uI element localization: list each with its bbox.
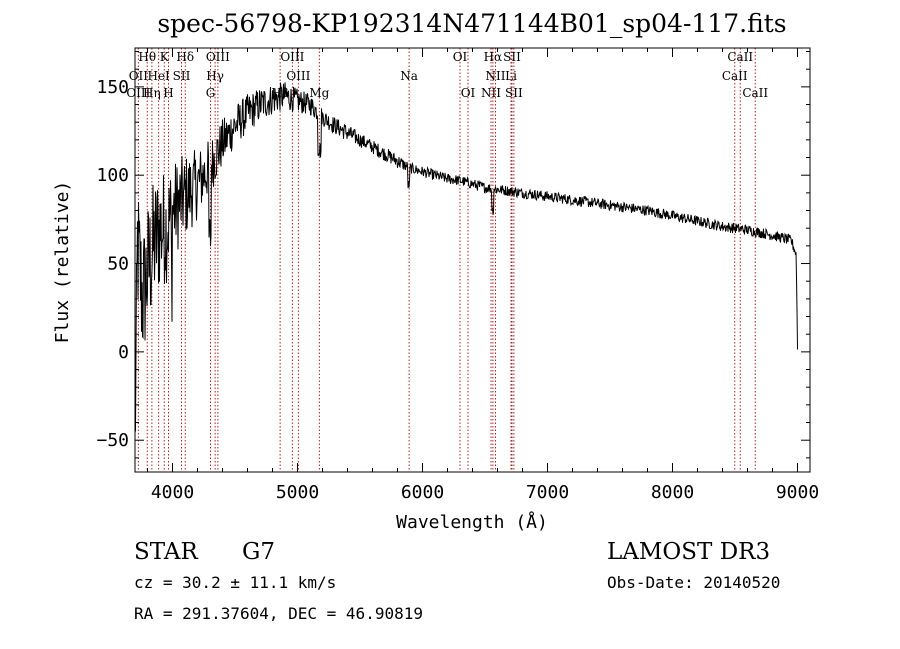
line-marker-label: OIII <box>126 86 150 100</box>
y-axis-label: Flux (relative) <box>52 181 73 344</box>
line-marker-label: SII <box>503 50 521 64</box>
line-marker-label: Hδ <box>176 50 194 64</box>
x-tick-label: 9000 <box>776 482 819 503</box>
y-tick-label: 100 <box>96 165 129 186</box>
x-tick-label: 5000 <box>276 482 319 503</box>
x-tick-label: 7000 <box>526 482 569 503</box>
line-marker-label: OII <box>129 69 149 83</box>
y-tick-label: 50 <box>107 254 129 275</box>
line-marker-label: CaII <box>727 50 753 64</box>
x-tick-label: 4000 <box>151 482 194 503</box>
y-tick-label: 150 <box>96 77 129 98</box>
object-class: STAR <box>134 539 198 565</box>
line-marker-label: K <box>160 50 170 64</box>
line-marker-label: Hγ <box>206 69 224 83</box>
line-marker-label: CaII <box>742 86 768 100</box>
line-marker-label: Na <box>400 69 418 83</box>
line-marker-label: SII <box>173 69 191 83</box>
line-marker-label: OIII <box>206 50 230 64</box>
plot-frame <box>134 47 811 473</box>
line-marker-label: Hθ <box>138 50 156 64</box>
x-axis-ticks: 4000 5000 6000 7000 8000 9000 <box>147 48 819 503</box>
survey-name: LAMOST DR3 <box>607 539 770 565</box>
x-tick-label: 8000 <box>651 482 694 503</box>
line-marker-label: G <box>206 86 216 100</box>
line-marker-label: NII <box>481 86 501 100</box>
chart-title: spec-56798-KP192314N471144B01_sp04-117.f… <box>157 9 786 38</box>
line-marker-label: OIII <box>286 69 310 83</box>
line-marker-label: Mg <box>309 86 329 100</box>
line-marker-label: OI <box>461 86 476 100</box>
spectrum-line <box>134 82 798 433</box>
line-marker-label: OIII <box>280 50 304 64</box>
line-marker-label: Li <box>505 69 517 83</box>
line-marker-label: Hα <box>484 50 503 64</box>
obs-date: Obs-Date: 20140520 <box>607 573 780 592</box>
y-axis-ticks: −50 0 50 100 150 <box>96 51 810 459</box>
y-tick-label: 0 <box>118 342 129 363</box>
line-marker-label: OI <box>453 50 468 64</box>
x-axis-label: Wavelength (Å) <box>396 511 548 533</box>
spectral-line-markers <box>137 48 756 472</box>
line-marker-label: Hη <box>143 86 161 100</box>
object-subclass: G7 <box>242 539 275 565</box>
line-marker-label: SII <box>505 86 523 100</box>
redshift-cz: cz = 30.2 ± 11.1 km/s <box>134 573 336 592</box>
line-marker-label: CaII <box>722 69 748 83</box>
y-tick-label: −50 <box>96 430 129 451</box>
line-marker-label: NII <box>486 69 506 83</box>
line-marker-label: HeI <box>147 69 170 83</box>
coordinates: RA = 291.37604, DEC = 46.90819 <box>134 604 423 623</box>
line-marker-label: H <box>163 86 173 100</box>
x-tick-label: 6000 <box>401 482 444 503</box>
